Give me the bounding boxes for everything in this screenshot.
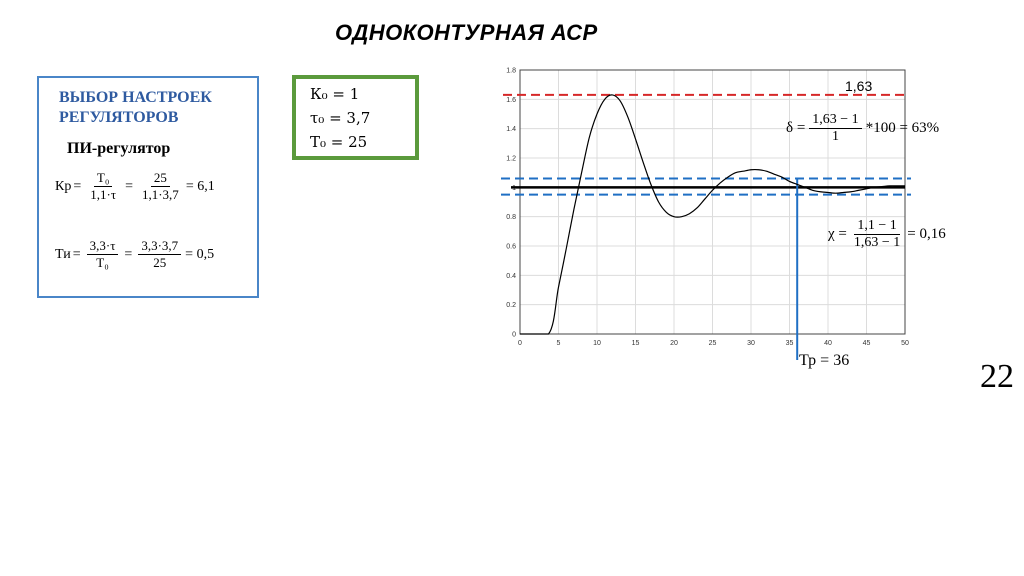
- ti-fraction-1: 3,3·τ Т₀: [86, 238, 119, 271]
- decay-fraction: 1,1 − 1 1,63 − 1: [851, 218, 903, 251]
- settling-time-label: Тр = 36: [799, 352, 850, 369]
- x-tick-label: 45: [863, 340, 871, 347]
- y-tick-label: 0.4: [506, 273, 516, 280]
- decay-lhs: χ =: [828, 226, 847, 242]
- controller-settings-box: ВЫБОР НАСТРОЕК РЕГУЛЯТОРОВ ПИ-регулятор …: [37, 76, 259, 298]
- kp-lhs: Кр: [55, 178, 72, 194]
- kp-den1: 1,1·τ: [90, 187, 117, 202]
- overshoot-formula: δ = 1,63 − 1 1 *100 = 63%: [786, 112, 939, 145]
- ti-den2: 25: [153, 255, 167, 270]
- x-tick-label: 50: [901, 340, 909, 347]
- kp-eq1: =: [73, 178, 82, 194]
- y-tick-label: 1.8: [506, 68, 516, 75]
- ti-den1: Т₀: [96, 255, 109, 270]
- step-response-chart: 0 5 10 15 20 25 30 35 40 45 50 0 0.2 0.4 0.6 0.8 1 1.2 1.4…: [501, 68, 911, 360]
- overshoot-den: 1: [831, 129, 839, 144]
- object-params-box: К₀ = 1 τ₀ = 3,7 T₀ = 25: [292, 75, 419, 160]
- page-number: 22: [980, 358, 1014, 395]
- ti-lhs: Ти: [55, 246, 71, 262]
- x-tick-label: 30: [747, 340, 755, 347]
- kp-den2: 1,1·3,7: [141, 187, 179, 202]
- x-tick-label: 5: [557, 340, 561, 347]
- param-k: К₀ = 1: [310, 85, 360, 103]
- y-tick-label: 0.8: [506, 214, 516, 221]
- overshoot-lhs: δ =: [786, 120, 806, 136]
- y-tick-label: 1.4: [506, 126, 516, 133]
- settings-heading-line2: РЕГУЛЯТОРОВ: [59, 109, 179, 126]
- overshoot-fraction: 1,63 − 1 1: [809, 112, 862, 145]
- decay-rhs: = 0,16: [907, 226, 946, 242]
- x-tick-label: 10: [593, 340, 601, 347]
- kp-formula: Кр = Т₀ 1,1·τ = 25 1,1·3,7 = 6,1: [55, 170, 215, 203]
- slide-title: ОДНОКОНТУРНАЯ АСР: [335, 20, 598, 45]
- pi-controller-label: ПИ-регулятор: [67, 140, 171, 157]
- ti-num2: 3,3·3,7: [138, 238, 182, 255]
- x-tick-label: 15: [632, 340, 640, 347]
- ti-result: = 0,5: [185, 246, 215, 262]
- ti-eq2: =: [124, 246, 133, 262]
- y-tick-label: 1.6: [506, 97, 516, 104]
- kp-fraction-2: 25 1,1·3,7: [139, 170, 182, 203]
- y-tick-label: 1.2: [506, 156, 516, 163]
- ti-num1: 3,3·τ: [86, 238, 119, 255]
- plot-frame: [519, 69, 906, 335]
- x-tick-label: 25: [709, 340, 717, 347]
- kp-fraction-1: Т₀ 1,1·τ: [87, 170, 119, 203]
- y-tick-label: 0: [512, 332, 516, 339]
- ti-eq1: =: [72, 246, 81, 262]
- response-curve: [520, 94, 905, 335]
- y-tick-label: 0.6: [506, 244, 516, 251]
- x-tick-label: 40: [824, 340, 832, 347]
- y-tick-label: 0.2: [506, 302, 516, 309]
- decay-formula: χ = 1,1 − 1 1,63 − 1 = 0,16: [828, 218, 946, 251]
- param-tau: τ₀ = 3,7: [310, 109, 371, 127]
- kp-result: = 6,1: [185, 178, 215, 194]
- kp-num2: 25: [150, 170, 170, 187]
- x-tick-label: 35: [786, 340, 794, 347]
- ti-fraction-2: 3,3·3,7 25: [138, 238, 182, 271]
- overshoot-rhs: *100 = 63%: [865, 120, 940, 136]
- decay-num: 1,1 − 1: [854, 218, 900, 235]
- ti-formula: Ти = 3,3·τ Т₀ = 3,3·3,7 25 = 0,5: [55, 238, 214, 271]
- param-t: T₀ = 25: [310, 133, 368, 151]
- settings-heading: ВЫБОР НАСТРОЕК РЕГУЛЯТОРОВ: [59, 88, 212, 128]
- x-tick-label: 0: [518, 340, 522, 347]
- kp-eq2: =: [125, 178, 133, 194]
- kp-num1: Т₀: [93, 170, 113, 187]
- settings-heading-line1: ВЫБОР НАСТРОЕК: [59, 89, 212, 106]
- x-tick-label: 20: [670, 340, 678, 347]
- peak-label: 1,63: [845, 78, 872, 94]
- decay-den: 1,63 − 1: [853, 235, 901, 250]
- overshoot-num: 1,63 − 1: [809, 112, 862, 129]
